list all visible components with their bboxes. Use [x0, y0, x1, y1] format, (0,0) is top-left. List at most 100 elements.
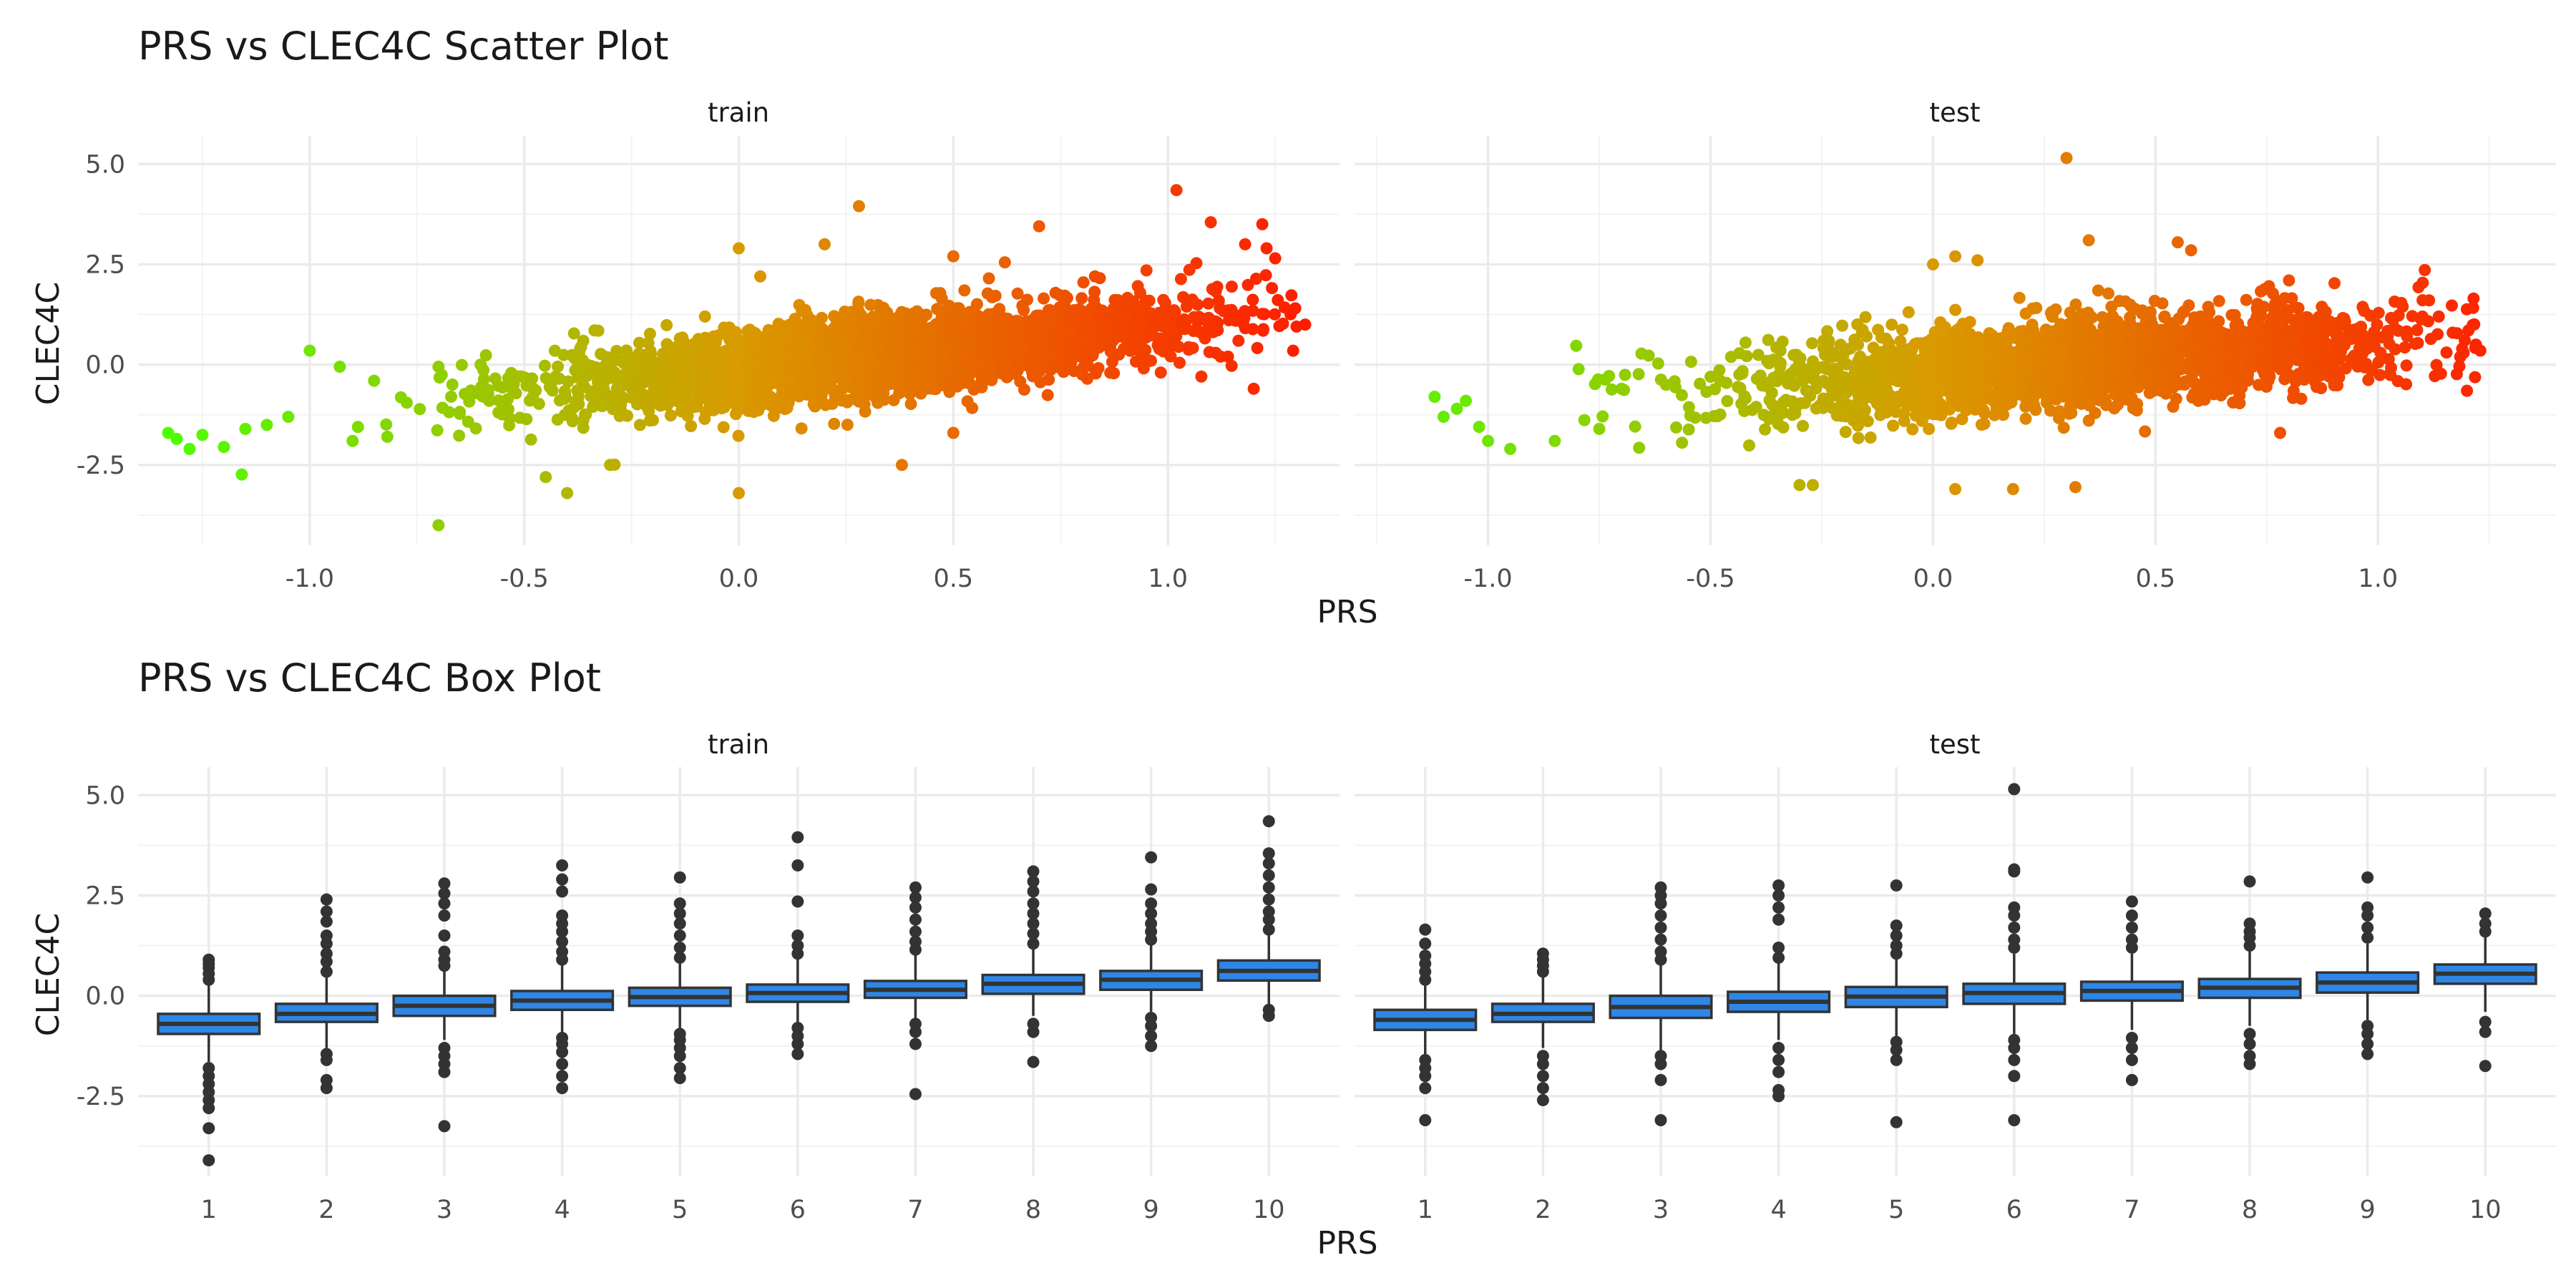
scatter-point — [961, 395, 974, 408]
scatter-point — [1042, 355, 1055, 368]
scatter-point — [1174, 356, 1186, 369]
scatter-point — [1923, 423, 1936, 435]
scatter-point — [728, 336, 741, 348]
scatter-point — [1299, 318, 1312, 331]
scatter-point — [815, 311, 828, 324]
scatter-strip-train: train — [708, 97, 769, 128]
scatter-point — [852, 296, 865, 308]
scatter-point — [859, 405, 872, 418]
scatter-point — [1770, 341, 1782, 354]
scatter-point — [836, 383, 849, 396]
scatter-point — [1633, 441, 1646, 454]
scatter-point — [368, 374, 381, 387]
scatter-point — [846, 329, 859, 342]
scatter-point — [681, 409, 694, 422]
scatter-point — [965, 323, 977, 336]
scatter-point — [850, 346, 863, 358]
scatter-point — [1839, 426, 1852, 439]
scatter-point — [793, 336, 806, 348]
scatter-point — [1060, 306, 1073, 319]
scatter-point — [1894, 335, 1907, 348]
scatter-point — [1041, 389, 1054, 401]
scatter-point — [446, 379, 459, 391]
scatter-point — [1127, 295, 1140, 308]
scatter-point — [1759, 423, 1772, 436]
scatter-point — [986, 291, 998, 303]
scatter-point — [2391, 375, 2404, 388]
scatter-point — [2228, 308, 2241, 321]
scatter-point — [1030, 367, 1043, 380]
scatter-point — [1222, 314, 1235, 326]
scatter-point — [937, 342, 950, 355]
scatter-point — [1077, 276, 1090, 289]
scatter-point — [2298, 374, 2311, 386]
scatter-point — [1221, 350, 1234, 363]
scatter-point — [650, 381, 663, 394]
scatter-point — [1949, 303, 1962, 316]
scatter-point — [2416, 276, 2429, 289]
scatter-point — [489, 372, 502, 385]
scatter-strip-test: test — [1929, 97, 1980, 128]
scatter-point — [1906, 423, 1919, 436]
scatter-point — [854, 386, 867, 399]
scatter-point — [550, 370, 562, 383]
scatter-point — [1187, 325, 1200, 337]
scatter-point — [587, 401, 600, 413]
scatter-point — [723, 321, 736, 334]
scatter-point — [1176, 318, 1189, 331]
scatter-point — [2451, 327, 2464, 340]
scatter-point — [1720, 376, 1733, 389]
scatter-point — [2446, 299, 2458, 312]
scatter-point — [552, 360, 564, 373]
scatter-point — [1287, 344, 1299, 357]
scatter-point — [732, 429, 745, 442]
scatter-point — [1149, 316, 1162, 329]
scatter-point — [1143, 294, 1156, 307]
scatter-point — [708, 353, 721, 366]
scatter-point — [1058, 289, 1071, 302]
scatter-point — [1739, 336, 1752, 349]
scatter-point — [1619, 369, 1631, 381]
scatter-point — [952, 328, 965, 341]
scatter-point — [1694, 377, 1707, 390]
scatter-point — [743, 324, 756, 337]
scatter-point — [668, 393, 681, 406]
scatter-point — [572, 398, 585, 411]
scatter-point — [1038, 292, 1050, 305]
scatter-point — [805, 313, 818, 326]
scatter-point — [1260, 242, 1273, 255]
scatter-point — [826, 397, 839, 410]
scatter-point — [1247, 382, 1260, 395]
scatter-point — [1043, 374, 1055, 386]
scatter-point — [2194, 386, 2206, 399]
scatter-point — [1699, 411, 1712, 424]
scatter-point — [503, 419, 516, 431]
scatter-point — [333, 361, 346, 373]
scatter-point — [571, 384, 584, 397]
scatter-point — [1596, 410, 1609, 423]
scatter-point — [841, 419, 854, 431]
scatter-point — [858, 324, 871, 337]
scatter-point — [698, 352, 711, 365]
scatter-point — [692, 333, 705, 346]
scatter-point — [697, 378, 710, 390]
scatter-point — [2457, 346, 2470, 359]
scatter-point — [530, 384, 542, 397]
scatter-point — [911, 305, 923, 318]
scatter-point — [394, 391, 407, 404]
scatter-point — [664, 409, 677, 422]
scatter-point — [749, 396, 762, 409]
scatter-point — [2368, 326, 2381, 338]
scatter-point — [1946, 416, 1958, 429]
scatter-point — [751, 374, 763, 387]
scatter-point — [2211, 343, 2224, 356]
scatter-point — [685, 420, 698, 432]
scatter-point — [1182, 341, 1195, 353]
scatter-point — [1024, 357, 1037, 370]
scatter-point — [1823, 346, 1836, 359]
scatter-point — [838, 339, 851, 352]
scatter-point — [852, 200, 865, 213]
scatter-point — [1139, 343, 1152, 356]
